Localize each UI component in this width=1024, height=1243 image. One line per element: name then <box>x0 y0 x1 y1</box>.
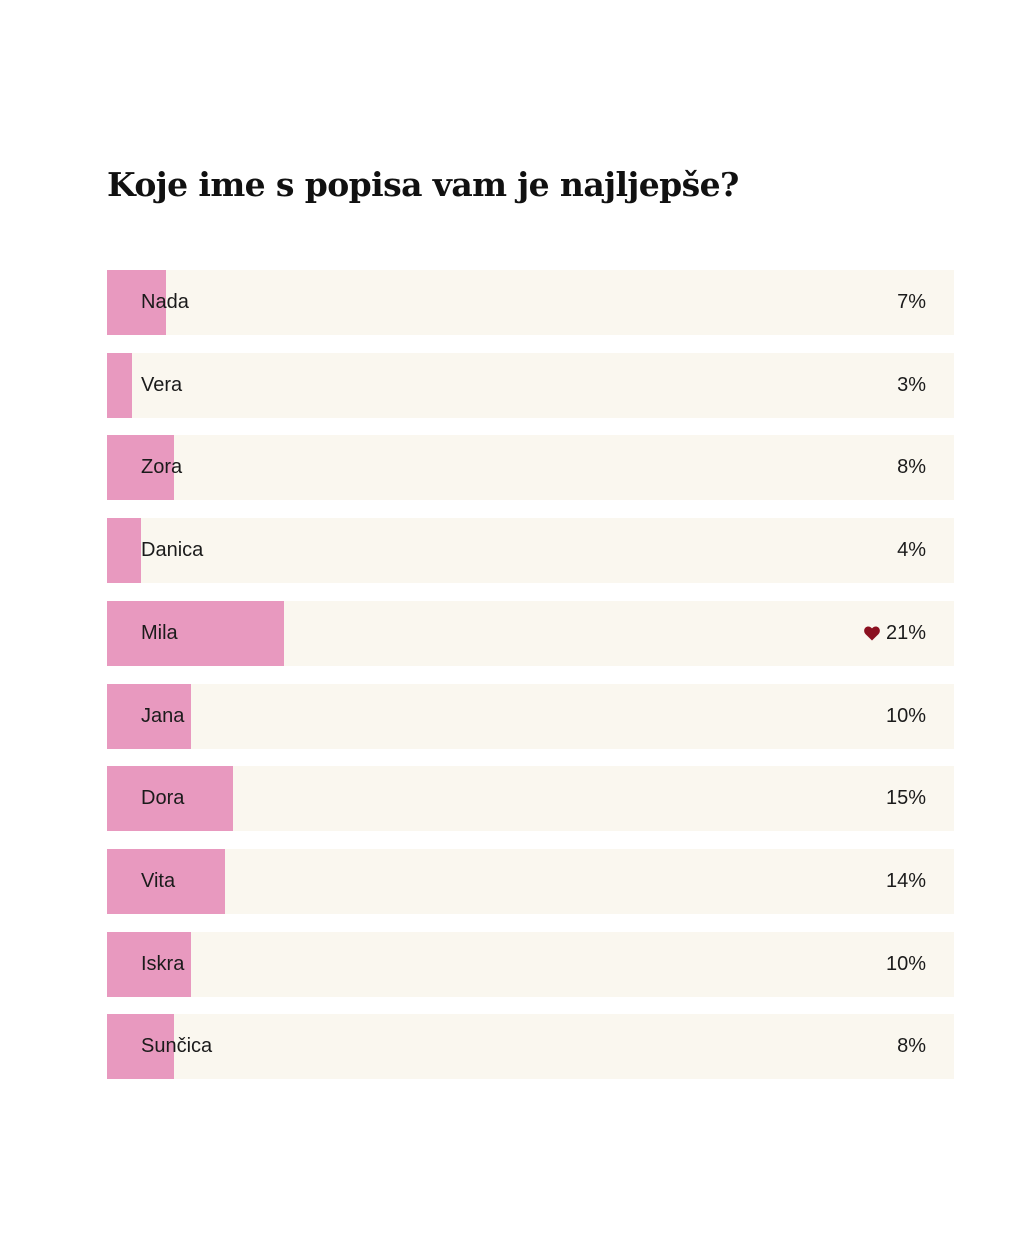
poll-bar-fill <box>107 683 192 749</box>
poll-option-label: Jana <box>141 704 185 727</box>
poll-option-percent: 3% <box>897 373 926 396</box>
poll-option-percent: 21% <box>885 621 926 644</box>
poll-bar-fill <box>107 435 175 501</box>
poll-widget: Koje ime s popisa vam je najljepše? Nada… <box>107 160 954 1080</box>
poll-option-iskra[interactable]: Iskra 10% <box>107 931 954 997</box>
poll-option-zora[interactable]: Zora 8% <box>107 435 954 501</box>
poll-option-jana[interactable]: Jana 10% <box>107 683 954 749</box>
poll-option-dora[interactable]: Dora 15% <box>107 766 954 832</box>
poll-option-result: 21% <box>864 601 926 666</box>
poll-option-suncica[interactable]: Sunčica 8% <box>107 1014 954 1080</box>
poll-title: Koje ime s popisa vam je najljepše? <box>107 165 739 204</box>
poll-bar-fill <box>107 600 284 666</box>
poll-bar-fill <box>107 352 133 418</box>
poll-option-percent: 10% <box>885 704 926 727</box>
poll-option-percent: 14% <box>885 869 926 892</box>
poll-option-vera[interactable]: Vera 3% <box>107 352 954 418</box>
poll-option-result: 10% <box>886 932 926 997</box>
poll-bar-fill <box>107 270 166 335</box>
poll-option-percent: 7% <box>897 291 926 313</box>
poll-option-result: 8% <box>897 435 926 500</box>
poll-option-result: 4% <box>897 518 926 583</box>
poll-option-percent: 15% <box>885 787 926 810</box>
poll-option-label: Vera <box>141 373 183 396</box>
poll-option-nada[interactable]: Nada 7% <box>107 270 954 335</box>
poll-option-label: Danica <box>141 539 204 562</box>
poll-option-percent: 10% <box>885 952 926 975</box>
poll-option-result: 3% <box>897 353 926 418</box>
poll-option-mila[interactable]: Mila 21% <box>107 600 954 666</box>
poll-option-result: 14% <box>886 849 926 914</box>
poll-bar-fill <box>107 848 225 914</box>
poll-option-percent: 8% <box>897 1035 926 1058</box>
poll-option-percent: 8% <box>897 456 926 479</box>
poll-option-label: Iskra <box>141 952 185 975</box>
poll-option-label: Sunčica <box>141 1035 213 1058</box>
poll-option-label: Vita <box>141 869 176 892</box>
poll-bar-fill <box>107 518 141 584</box>
poll-option-result: 7% <box>897 270 926 335</box>
poll-option-label: Nada <box>141 291 189 313</box>
poll-option-result: 10% <box>886 684 926 749</box>
poll-option-result: 8% <box>897 1014 926 1079</box>
poll-option-danica[interactable]: Danica 4% <box>107 518 954 584</box>
heart-icon <box>864 626 880 641</box>
poll-option-label: Mila <box>141 621 178 644</box>
poll-option-label: Zora <box>141 456 183 479</box>
poll-option-percent: 4% <box>897 539 926 562</box>
poll-bar-fill <box>107 931 192 997</box>
poll-option-vita[interactable]: Vita 14% <box>107 848 954 914</box>
poll-bar-fill <box>107 766 234 832</box>
poll-option-result: 15% <box>886 766 926 831</box>
poll-bar-fill <box>107 1014 175 1080</box>
poll-option-label: Dora <box>141 787 185 810</box>
